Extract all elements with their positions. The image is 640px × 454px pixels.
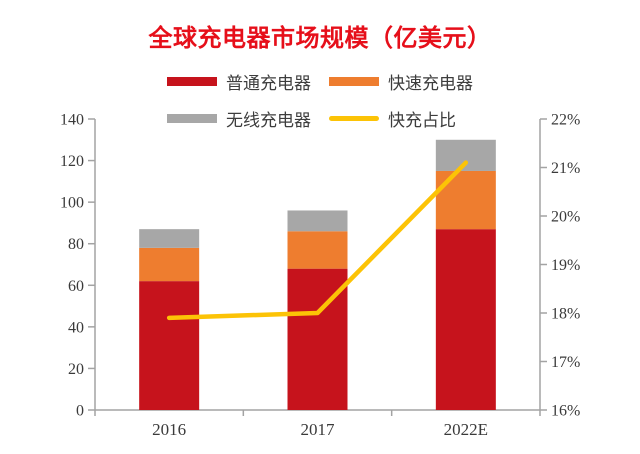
left-axis: 0 20 40 60 80 100 120 140 <box>60 112 96 420</box>
svg-text:40: 40 <box>68 319 84 336</box>
fast-charge-ratio-line-icon <box>329 116 379 121</box>
svg-text:2016: 2016 <box>152 420 186 439</box>
svg-text:17%: 17% <box>551 354 580 371</box>
legend-label-fast: 快速充电器 <box>388 74 473 93</box>
svg-text:80: 80 <box>68 236 84 253</box>
svg-text:18%: 18% <box>551 306 580 323</box>
stacked-bars <box>139 139 496 410</box>
legend-label-fastshare: 快充占比 <box>388 111 456 130</box>
bar-segment <box>435 170 496 230</box>
bar-segment <box>139 281 200 410</box>
wireless-charger-swatch-icon <box>167 114 217 123</box>
svg-text:20%: 20% <box>551 209 580 226</box>
svg-text:2022E: 2022E <box>444 420 488 439</box>
legend: 普通充电器 快速充电器 无线充电器 快充占比 <box>0 69 640 131</box>
svg-text:0: 0 <box>76 403 84 420</box>
svg-text:2017: 2017 <box>301 420 336 439</box>
svg-text:16%: 16% <box>551 403 580 420</box>
legend-label-wireless: 无线充电器 <box>226 111 311 130</box>
right-axis: 16% 17% 18% 19% 20% 21% 22% <box>539 112 580 420</box>
fast-charger-swatch-icon <box>329 77 379 86</box>
bar-segment <box>435 229 496 410</box>
svg-text:140: 140 <box>60 112 84 129</box>
bar-segment <box>287 210 348 232</box>
bar-segment <box>435 139 496 171</box>
page-title: 全球充电器市场规模（亿美元） <box>148 25 492 52</box>
bar-segment <box>139 247 200 282</box>
svg-text:19%: 19% <box>551 257 580 274</box>
legend-item-wireless: 无线充电器 <box>167 106 311 131</box>
svg-text:20: 20 <box>68 361 84 378</box>
legend-item-ordinary: 普通充电器 <box>167 69 311 94</box>
ordinary-charger-swatch-icon <box>167 77 217 86</box>
legend-grid: 普通充电器 快速充电器 无线充电器 快充占比 <box>167 69 473 131</box>
svg-text:60: 60 <box>68 278 84 295</box>
fast-charge-ratio-line <box>166 160 469 321</box>
bar-segment <box>287 231 348 269</box>
bar-segment <box>139 229 200 248</box>
svg-text:100: 100 <box>60 195 84 212</box>
x-axis: 2016 2017 2022E <box>94 409 541 439</box>
svg-text:120: 120 <box>60 153 84 170</box>
svg-text:22%: 22% <box>551 112 580 129</box>
legend-label-ordinary: 普通充电器 <box>226 74 311 93</box>
svg-text:21%: 21% <box>551 160 580 177</box>
legend-item-fast: 快速充电器 <box>329 69 473 94</box>
legend-item-fastshare: 快充占比 <box>329 106 473 131</box>
